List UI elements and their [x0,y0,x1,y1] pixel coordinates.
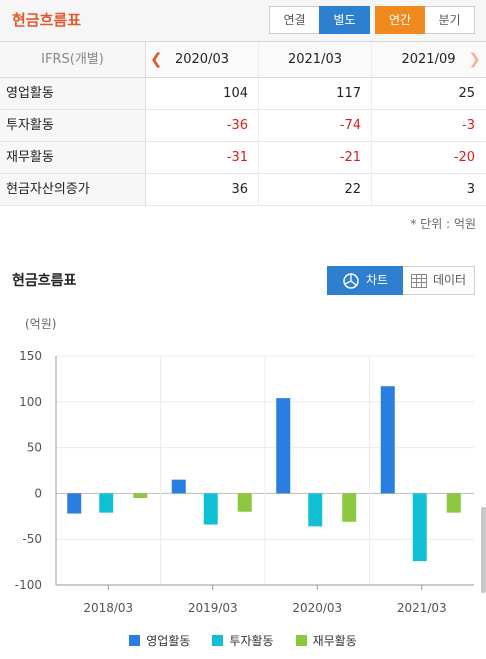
legend-label: 투자활동 [229,634,274,648]
bar-2 [308,493,323,527]
y-tick-label: 0 [34,486,42,500]
chart-view-label: 차트 [365,273,389,287]
table-row: 현금자산의증가 36 22 3 [0,174,486,206]
cashflow-table: IFRS(개별) 2020/03 2021/03 2021/09 ❮ ❯ 영업활… [0,42,486,206]
column-header: 2020/03 [146,42,259,77]
chart-legend: 영업활동 투자활동 재무활동 [0,632,486,649]
x-tick-label: 2020/03 [292,601,342,615]
table-row: 투자활동 -36 -74 -3 [0,110,486,142]
x-tick-label: 2019/03 [188,601,238,615]
bar-3 [446,493,461,513]
bar-1 [171,479,186,494]
ifrs-standard-label: IFRS(개별) [0,42,146,77]
y-tick-label: 150 [19,349,42,363]
y-tick-label: -100 [15,578,42,592]
tab-consolidated[interactable]: 연결 [269,6,319,34]
table-cell: 104 [146,78,259,109]
bar-3 [133,493,148,498]
legend-item[interactable]: 투자활동 [212,632,274,649]
legend-swatch [129,635,141,646]
table-header-row: IFRS(개별) 2020/03 2021/03 2021/09 ❮ ❯ [0,42,486,78]
pie-chart-icon [343,272,359,289]
y-tick-label: -50 [22,532,42,546]
table-cell: 25 [458,86,475,101]
tab-annual[interactable]: 연간 [375,6,425,34]
header-bar: 현금흐름표 연결 별도 연간 분기 [0,0,486,42]
table-cell: 117 [259,78,372,109]
bar-3 [342,493,357,522]
row-label: 영업활동 [0,78,146,109]
tab-quarterly[interactable]: 분기 [425,6,475,34]
table-grid-icon [410,273,427,288]
table-cell: 3 [466,182,475,197]
table-cell: -31 [146,142,259,173]
column-header: 2021/09 [401,52,456,67]
table-cell: -21 [259,142,372,173]
table-cell: -3 [462,118,475,133]
x-tick-label: 2021/03 [397,601,447,615]
legend-label: 재무활동 [312,634,357,648]
y-tick-label: 50 [27,441,42,455]
legend-item[interactable]: 재무활동 [295,632,357,649]
chevron-left-icon[interactable]: ❮ [150,50,163,68]
tab-separate[interactable]: 별도 [319,6,370,34]
legend-label: 영업활동 [146,634,191,648]
row-label: 투자활동 [0,110,146,141]
chart-section-title: 현금흐름표 [12,273,77,289]
table-row: 영업활동 104 117 25 [0,78,486,110]
table-cell: 22 [259,174,372,205]
bar-1 [380,386,395,494]
period-toggle: 연간 분기 [375,6,475,34]
bar-1 [276,398,291,494]
y-tick-label: 100 [19,395,42,409]
row-label: 재무활동 [0,142,146,173]
table-cell: -20 [453,150,475,165]
unit-note: * 단위 : 억원 [410,217,476,231]
chevron-right-icon[interactable]: ❯ [468,50,481,68]
column-header: 2021/03 [259,42,372,77]
row-label: 현금자산의증가 [0,174,146,205]
legend-swatch [295,635,307,646]
cashflow-bar-chart: 150 100 50 0 -50 -100 2018/03 2019/03 2020/03 202… [15,349,474,615]
legend-item[interactable]: 영업활동 [129,632,190,649]
table-cell: -74 [259,110,372,141]
table-cell: 36 [146,174,259,205]
legend-swatch [212,635,224,646]
data-view-label: 데이터 [432,273,467,287]
bar-3 [237,493,252,512]
page-scrollbar[interactable] [481,507,486,593]
table-cell: -36 [146,110,259,141]
data-view-button[interactable]: 데이터 [403,266,475,295]
bar-1 [67,493,82,514]
bar-2 [99,493,114,513]
view-toggle: 차트 데이터 [327,266,475,295]
chart-view-button[interactable]: 차트 [327,266,403,295]
bar-2 [203,493,218,525]
x-tick-label: 2018/03 [83,601,133,615]
consolidation-toggle: 연결 별도 [269,6,370,34]
page-title: 현금흐름표 [12,11,82,29]
bar-2 [412,493,427,562]
y-unit-label: (억원) [25,317,57,331]
table-row: 재무활동 -31 -21 -20 [0,142,486,174]
